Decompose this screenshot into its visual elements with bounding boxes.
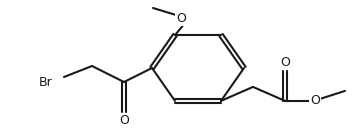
- Text: Br: Br: [38, 75, 52, 88]
- Text: O: O: [310, 94, 320, 107]
- Text: O: O: [280, 56, 290, 69]
- Text: O: O: [119, 113, 129, 127]
- Text: O: O: [176, 11, 186, 25]
